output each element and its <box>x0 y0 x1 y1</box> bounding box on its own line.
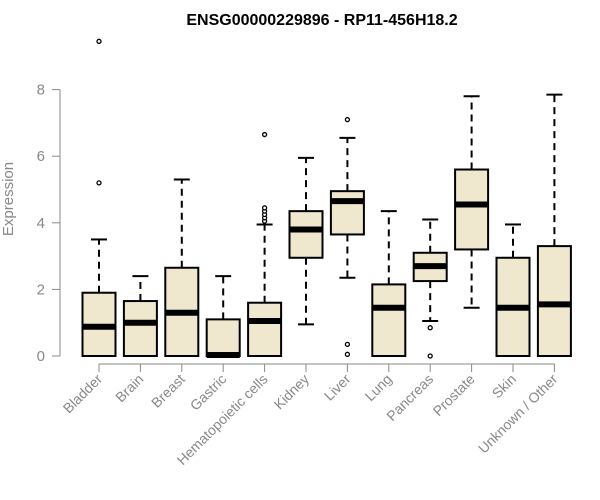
box-rect-3 <box>205 318 241 357</box>
box-4 <box>247 131 283 357</box>
x-tick-label-9: Prostate <box>430 371 478 419</box>
box-11 <box>536 93 572 357</box>
box-8 <box>412 218 448 359</box>
x-tick-label-11: Unknown / Other <box>475 371 561 457</box>
box-10 <box>495 223 531 358</box>
x-tick-label-10: Skin <box>489 371 520 402</box>
box-0 <box>81 38 117 358</box>
outlier-6-1 <box>344 341 351 347</box>
box-rect-1 <box>122 300 158 357</box>
outlier-6-0 <box>344 351 351 357</box>
boxes-group <box>81 38 572 359</box>
box-7 <box>371 210 407 357</box>
box-1 <box>122 275 158 357</box>
x-tick-label-6: Liver <box>321 371 354 404</box>
y-tick-label-8: 8 <box>37 82 45 99</box>
x-tick-label-7: Lung <box>362 371 395 404</box>
y-tick-label-2: 2 <box>37 281 45 298</box>
outlier-0-0 <box>96 180 102 186</box>
outlier-8-0 <box>427 353 433 359</box>
chart-title: ENSG00000229896 - RP11-456H18.2 <box>186 12 457 29</box>
box-3 <box>205 275 241 359</box>
box-6 <box>329 116 365 357</box>
outlier-0-1 <box>96 38 102 44</box>
box-rect-6 <box>329 190 365 236</box>
box-rect-9 <box>454 168 490 251</box>
box-rect-7 <box>371 283 407 357</box>
box-5 <box>288 156 324 326</box>
x-tick-label-5: Kidney <box>271 371 313 413</box>
box-rect-4 <box>247 301 283 357</box>
y-axis: 0 2 4 6 8 <box>37 82 61 365</box>
y-tick-label-6: 6 <box>37 148 45 165</box>
y-tick-label-4: 4 <box>37 215 45 232</box>
box-2 <box>164 178 200 358</box>
x-tick-label-2: Breast <box>148 371 188 411</box>
y-axis-label: Expression <box>0 162 17 236</box>
box-rect-5 <box>288 210 324 259</box>
outlier-6-2 <box>344 116 351 123</box>
x-tick-label-1: Brain <box>112 371 146 405</box>
x-tick-label-0: Bladder <box>60 371 106 417</box>
outlier-4-5 <box>261 131 268 138</box>
outlier-4-4 <box>261 205 268 211</box>
box-9 <box>454 95 490 309</box>
outlier-8-1 <box>427 325 433 331</box>
box-rect-11 <box>536 245 572 357</box>
y-tick-label-0: 0 <box>37 348 45 365</box>
